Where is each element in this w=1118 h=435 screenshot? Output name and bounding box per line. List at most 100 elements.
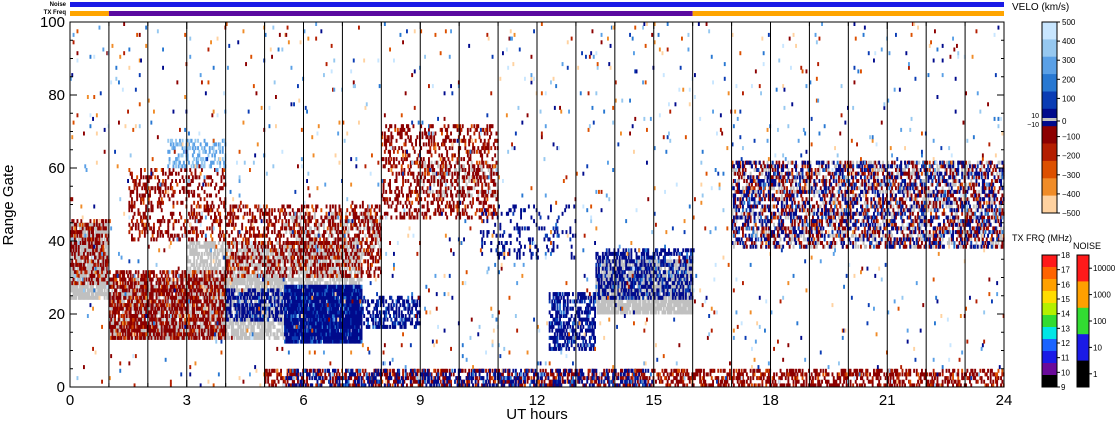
scatter-cell [230, 310, 233, 315]
scatter-cell [70, 281, 72, 286]
scatter-cell [79, 251, 81, 256]
scatter-cell [90, 233, 93, 238]
scatter-cell [128, 317, 131, 322]
scatter-cell [204, 259, 207, 264]
scatter-cell [308, 226, 311, 231]
scatter-cell [265, 266, 268, 271]
scatter-cell [343, 281, 346, 286]
scatter-cell [128, 292, 131, 297]
scatter-cell [137, 292, 140, 297]
scatter-cell [89, 266, 92, 271]
scatter-cell [315, 270, 318, 275]
scatter-cell [118, 328, 120, 333]
scatter-cell [162, 306, 164, 311]
scatter-cell [81, 230, 84, 235]
scatter-cell [206, 314, 209, 318]
scatter-cell [243, 277, 246, 282]
scatter-cell [167, 332, 170, 337]
scatter-cell [342, 262, 345, 267]
scatter-cell [232, 241, 235, 245]
scatter-cell [176, 292, 179, 297]
scatter-cell [352, 259, 355, 264]
scatter-cell [334, 230, 337, 235]
scatter-cell [221, 281, 224, 286]
scatter-cell [70, 266, 72, 271]
scatter-cell [241, 299, 244, 304]
scatter-cell [286, 273, 289, 278]
scatter-cell [105, 281, 107, 286]
scatter-cell [360, 251, 363, 256]
scatter-cell [281, 284, 284, 289]
scatter-cell [106, 251, 109, 256]
scatter-cell [164, 281, 167, 286]
scatter-cell [210, 266, 212, 271]
scatter-cell [265, 259, 268, 264]
scatter-cell [79, 226, 81, 231]
scatter-cell [98, 284, 101, 289]
scatter-cell [630, 270, 633, 275]
scatter-cell [238, 270, 241, 275]
scatter-cell [155, 277, 158, 282]
scatter-cell [620, 270, 622, 275]
scatter-cell [620, 310, 622, 315]
scatter-cell [360, 248, 363, 253]
scatter-cell [262, 255, 264, 260]
scatter-cell [320, 277, 323, 282]
scatter-cell [198, 310, 201, 315]
scatter-cell [633, 303, 635, 308]
scatter-cell [307, 255, 310, 260]
scatter-cell [376, 230, 378, 235]
scatter-cell [339, 277, 342, 282]
scatter-cell [268, 324, 271, 329]
scatter-cell [600, 310, 603, 315]
scatter-cell [234, 241, 237, 245]
scatter-cell [367, 211, 369, 216]
scatter-cell [81, 244, 84, 249]
scatter-cell [106, 273, 109, 278]
scatter-cell [168, 310, 171, 315]
scatter-cell [233, 270, 236, 275]
scatter-cell [254, 299, 257, 304]
scatter-cell [272, 324, 275, 329]
scatter-cell [346, 248, 349, 253]
scatter-cell [93, 259, 96, 264]
scatter-cell [242, 288, 245, 293]
scatter-cell [757, 215, 760, 220]
scatter-cell [208, 332, 211, 337]
scatter-cell [195, 332, 198, 337]
scatter-cell [267, 248, 270, 253]
scatter-cell [355, 237, 358, 242]
scatter-cell [83, 284, 85, 289]
scatter-cell [647, 310, 650, 315]
scatter-cell [630, 299, 633, 304]
scatter-cell [603, 306, 606, 311]
scatter-cell [189, 270, 192, 275]
scatter-cell [246, 277, 249, 282]
scatter-cell [629, 288, 631, 293]
scatter-cell [634, 306, 637, 311]
scatter-cell [333, 244, 336, 249]
scatter-cell [358, 270, 360, 275]
scatter-cell [252, 328, 255, 333]
scatter-cell [190, 251, 193, 256]
scatter-cell [600, 292, 603, 297]
scatter-cell [223, 266, 225, 271]
scatter-cell [179, 292, 181, 297]
scatter-cell [260, 248, 263, 253]
scatter-cell [267, 321, 270, 326]
scatter-cell [230, 248, 233, 253]
scatter-cell [249, 273, 251, 278]
scatter-cell [99, 230, 102, 235]
scatter-cell [71, 288, 74, 293]
scatter-cell [210, 251, 212, 256]
scatter-cell [101, 226, 103, 231]
scatter-cell [215, 303, 218, 308]
scatter-cell [219, 262, 222, 267]
scatter-cell [242, 317, 245, 322]
scatter-cell [237, 251, 240, 256]
scatter-cell [258, 277, 260, 282]
scatter-cell [225, 281, 228, 286]
scatter-cell [311, 281, 314, 286]
scatter-cell [171, 332, 174, 337]
scatter-cell [125, 332, 128, 337]
